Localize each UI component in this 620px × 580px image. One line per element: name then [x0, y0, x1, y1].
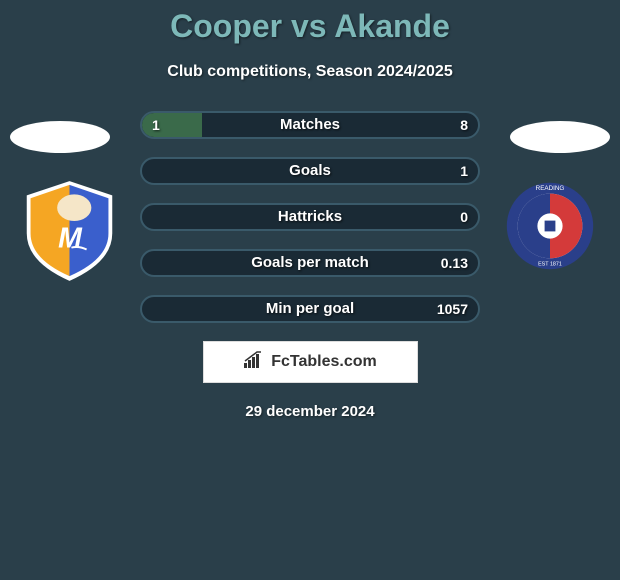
stat-label: Goals per match [142, 251, 478, 275]
brand-label: FcTables.com [271, 353, 377, 371]
svg-text:EST 1871: EST 1871 [538, 262, 562, 268]
stat-bar-hattricks: Hattricks 0 [140, 203, 480, 231]
player-left-placeholder [10, 121, 110, 153]
svg-text:READING: READING [536, 185, 565, 192]
chart-icon [243, 351, 265, 374]
stats-block: 1 Matches 8 Goals 1 Hattricks 0 Goals pe… [140, 111, 480, 323]
stat-right-value: 1 [460, 159, 468, 183]
stat-label: Matches [142, 113, 478, 137]
svg-text:M: M [58, 223, 83, 255]
stat-label: Min per goal [142, 297, 478, 321]
stat-bar-gpm: Goals per match 0.13 [140, 249, 480, 277]
player-right-placeholder [510, 121, 610, 153]
main-container: M READING EST 1871 1 Matches 8 Goals 1 [0, 111, 620, 420]
footer-date: 29 december 2024 [0, 403, 620, 420]
stat-right-value: 0 [460, 205, 468, 229]
page-title: Cooper vs Akande [0, 0, 620, 45]
stat-label: Goals [142, 159, 478, 183]
stat-label: Hattricks [142, 205, 478, 229]
club-badge-left: M [22, 181, 117, 281]
stat-right-value: 1057 [437, 297, 468, 321]
subtitle: Club competitions, Season 2024/2025 [0, 63, 620, 81]
stat-right-value: 0.13 [441, 251, 468, 275]
stat-right-value: 8 [460, 113, 468, 137]
club-badge-right: READING EST 1871 [505, 181, 595, 271]
stat-bar-goals: Goals 1 [140, 157, 480, 185]
brand-box: FcTables.com [203, 341, 418, 383]
stat-bar-mpg: Min per goal 1057 [140, 295, 480, 323]
stat-bar-matches: 1 Matches 8 [140, 111, 480, 139]
